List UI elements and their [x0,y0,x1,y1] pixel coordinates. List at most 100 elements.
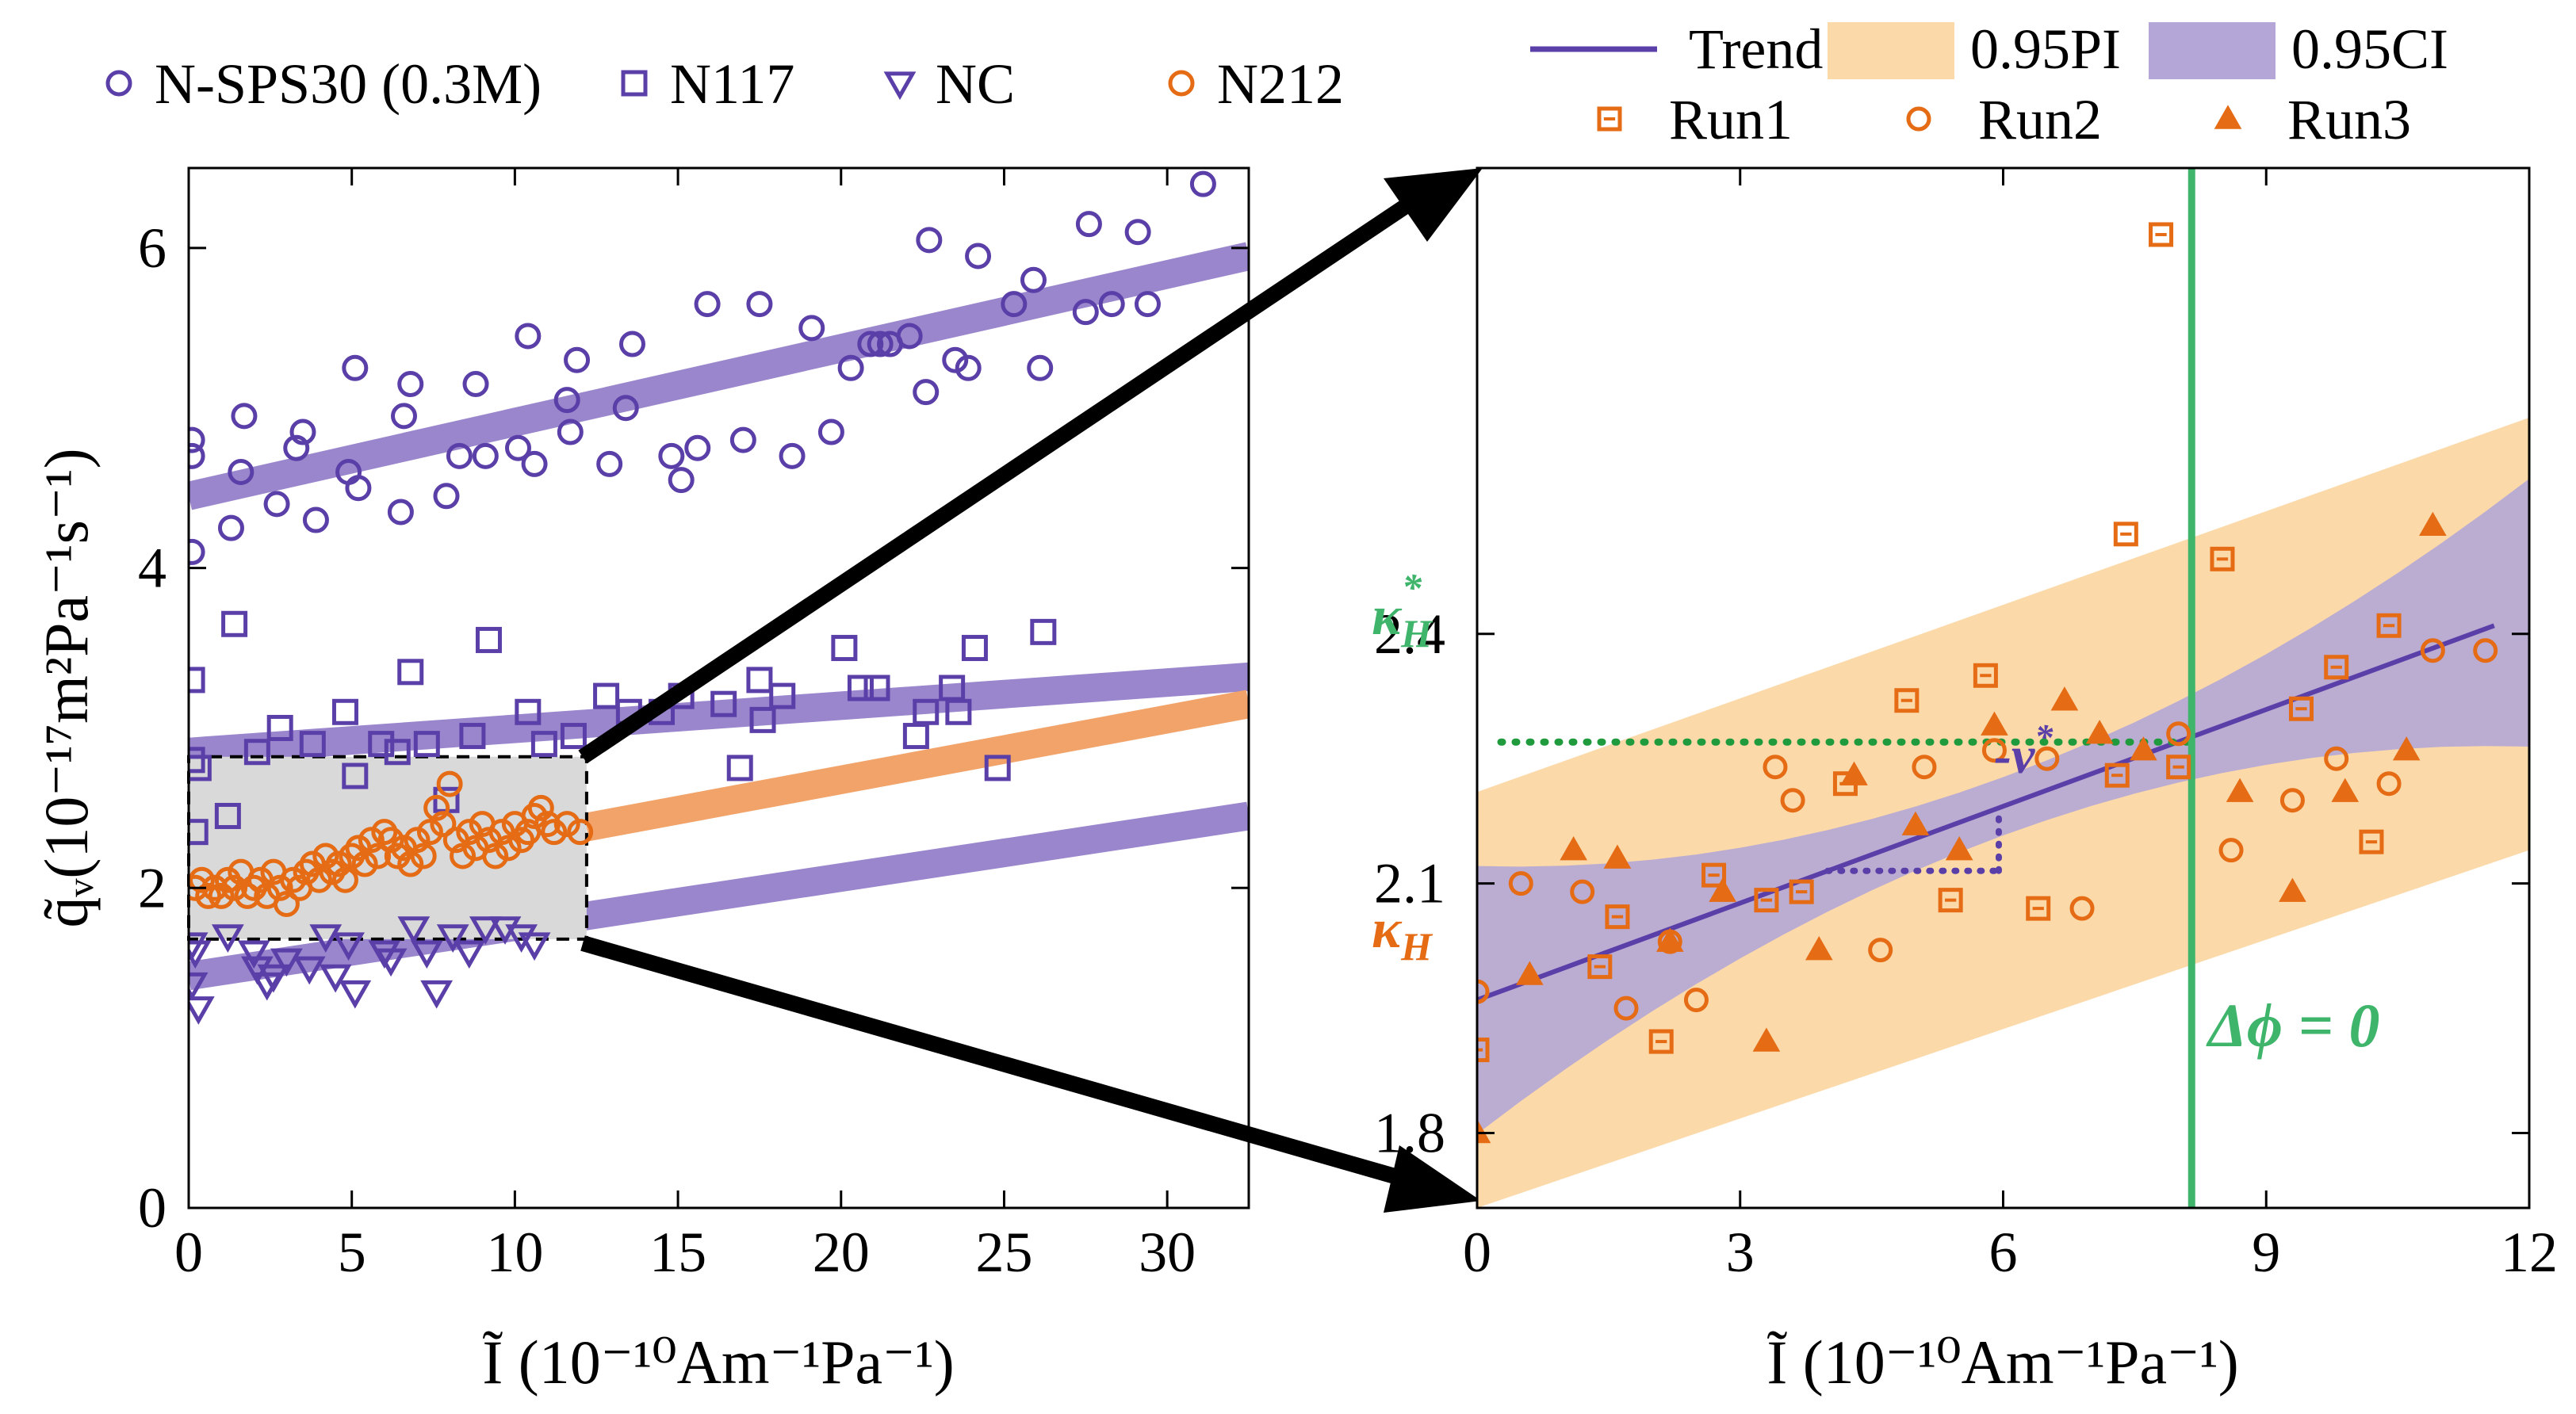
point-run2 [2324,746,2349,771]
right-legend-swatch [1828,22,1954,79]
point-nc [189,996,215,1025]
point-run1 [2210,546,2235,571]
point-n212 [430,811,457,838]
point-n-sps30-0-3m [433,483,460,510]
point-n-sps30-0-3m [1001,291,1028,318]
point-n-sps30-0-3m [896,323,923,350]
left-legend-label: N117 [670,52,794,116]
right-legend-marker-run1-box [1597,106,1622,132]
right-ytick-label: 2.4 [1374,602,1445,666]
point-n212 [397,850,424,877]
point-nc [339,980,372,1009]
right-legend-label: Run1 [1669,88,1793,151]
point-run2 [1912,755,1937,780]
left-ticks: 0 5 10 15 20 25 30 0 2 4 6 [138,168,1249,1284]
point-n117 [1030,618,1057,645]
point-run3 [1516,961,1544,985]
left-xtick-label: 20 [813,1221,870,1284]
point-nc [332,932,365,961]
point-run2 [1683,988,1709,1013]
right-legend-entry-run2: Run2 [1906,88,2102,151]
point-n-sps30-0-3m [955,354,982,381]
point-n212 [351,850,378,877]
point-run1-box [2376,613,2402,638]
point-nc [410,940,443,969]
point-n117 [984,755,1011,782]
point-n212 [450,843,477,869]
left-legend-marker-n212 [1168,70,1195,97]
point-n212 [208,882,235,909]
point-n212 [436,770,463,797]
right-legend-entry-run3: Run3 [2214,88,2411,151]
point-run1 [1894,688,1920,713]
point-n212 [404,827,431,854]
point-run2 [2376,771,2402,797]
point-n212 [377,827,404,854]
point-run1-box [1894,688,1920,713]
point-n117 [726,755,753,782]
left-y-axis-label: q̃ᵥ(10⁻¹⁷m²Pa⁻¹s⁻¹) [32,448,101,927]
right-xtick-label: 12 [2501,1221,2558,1284]
point-run1-box [2288,696,2314,721]
point-run1-box [2026,896,2051,921]
right-legend-entry-0-95ci: 0.95CI [2149,17,2448,81]
left-legend: N-SPS30 (0.3M) N117 NC N212 [105,52,1344,116]
point-run3 [1805,936,1833,961]
left-legend-entry-n212: N212 [1168,52,1344,116]
point-n-sps30-0-3m [515,323,542,350]
point-n117 [863,675,890,701]
point-n-sps30-0-3m [263,491,290,518]
point-nc [469,916,502,945]
zoom-arrows [578,168,1483,1213]
point-run2 [2420,638,2445,663]
point-run2 [2166,721,2191,747]
right-xtick-label: 9 [2252,1221,2280,1284]
point-n-sps30-0-3m [668,467,695,494]
point-n117 [221,610,248,637]
point-n117 [189,755,212,782]
point-n-sps30-0-3m [462,370,489,397]
right-legend-marker-run2 [1906,106,1931,132]
left-xtick-label: 30 [1139,1221,1196,1284]
left-ytick-label: 4 [138,537,167,600]
point-n-sps30-0-3m [521,450,548,477]
point-run1-box [2324,655,2349,680]
point-run3 [1752,1027,1781,1052]
point-run2 [1508,871,1533,896]
point-n-sps30-0-3m [1072,299,1099,326]
left-legend-marker-n-sps30-0-3m [105,70,132,97]
point-n117 [530,731,557,758]
right-x-axis-label: Ĩ (10⁻¹⁰Am⁻¹Pa⁻¹) [1766,1328,2238,1397]
right-legend-label: Run2 [1978,88,2102,151]
point-run1-box [1648,1029,1674,1054]
right-panel: 0 3 6 9 12 1.8 2.1 2.4 Ĩ (10⁻¹⁰Am⁻¹Pa⁻¹) κH* κH… [1372,166,2558,1397]
left-points [189,170,1216,1025]
point-run1-box [1754,888,1779,913]
point-n-sps30-0-3m [596,450,623,477]
point-n117 [749,706,776,733]
point-run3 [1901,811,1930,835]
left-ytick-label: 6 [138,216,167,280]
point-n117 [331,698,358,725]
left-panel: 0 5 10 15 20 25 30 0 2 4 6 Ĩ (10⁻¹⁰Am⁻¹Pa⁻¹) q̃ᵥ(1… [32,166,1250,1397]
point-n-sps30-0-3m [564,346,591,373]
point-run1-box [2149,222,2174,247]
right-legend-entry-trend: Trend [1530,17,1823,81]
point-nc [505,924,538,953]
point-run1-box [1938,888,1963,913]
point-nc [237,940,270,969]
right-ytick-label: 2.1 [1374,852,1445,915]
right-points [1477,222,2498,1144]
point-n-sps30-0-3m [867,331,894,357]
point-run1-box [2359,829,2384,854]
point-n117 [831,635,858,662]
point-n212 [416,819,443,846]
point-n212 [358,827,385,854]
point-n117 [413,731,440,758]
right-xtick-label: 3 [1726,1221,1755,1284]
point-n-sps30-0-3m [1098,291,1125,318]
left-legend-entry-nc: NC [883,52,1015,116]
point-run2 [1780,788,1805,813]
right-legend-marker-run1 [1597,106,1622,132]
delta-phi-label: Δϕ = 0 [2206,991,2379,1060]
